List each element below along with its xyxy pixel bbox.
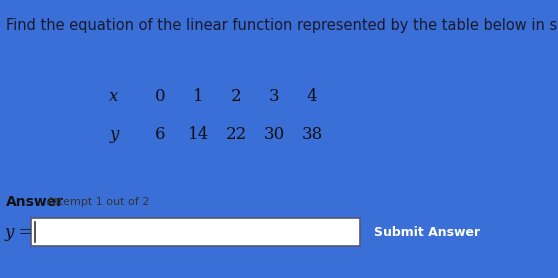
Text: 30: 30: [263, 126, 285, 143]
Text: Find the equation of the linear function represented by the table below in slope: Find the equation of the linear function…: [6, 18, 558, 33]
Text: 14: 14: [187, 126, 209, 143]
FancyBboxPatch shape: [217, 115, 255, 153]
FancyBboxPatch shape: [349, 0, 424, 18]
FancyBboxPatch shape: [363, 215, 491, 249]
FancyBboxPatch shape: [293, 78, 331, 115]
Text: Submit Answer: Submit Answer: [374, 226, 480, 239]
FancyBboxPatch shape: [255, 78, 293, 115]
FancyBboxPatch shape: [217, 78, 255, 115]
Text: x: x: [109, 88, 118, 105]
Text: 0: 0: [155, 88, 166, 105]
Text: Attempt 1 out of 2: Attempt 1 out of 2: [47, 197, 150, 207]
Text: 6: 6: [155, 126, 165, 143]
Text: y =: y =: [4, 224, 33, 241]
FancyBboxPatch shape: [141, 78, 179, 115]
FancyBboxPatch shape: [179, 78, 217, 115]
Text: y: y: [109, 126, 118, 143]
Text: 38: 38: [301, 126, 323, 143]
Text: 3: 3: [268, 88, 280, 105]
FancyBboxPatch shape: [179, 115, 217, 153]
FancyBboxPatch shape: [31, 218, 360, 246]
FancyBboxPatch shape: [293, 115, 331, 153]
Text: 22: 22: [225, 126, 247, 143]
FancyBboxPatch shape: [86, 78, 141, 115]
FancyBboxPatch shape: [255, 115, 293, 153]
Text: 4: 4: [306, 88, 318, 105]
FancyBboxPatch shape: [430, 0, 505, 18]
FancyBboxPatch shape: [141, 115, 179, 153]
Text: 1: 1: [193, 88, 204, 105]
Text: Answer: Answer: [6, 195, 64, 208]
Text: 2: 2: [230, 88, 242, 105]
FancyBboxPatch shape: [86, 115, 141, 153]
